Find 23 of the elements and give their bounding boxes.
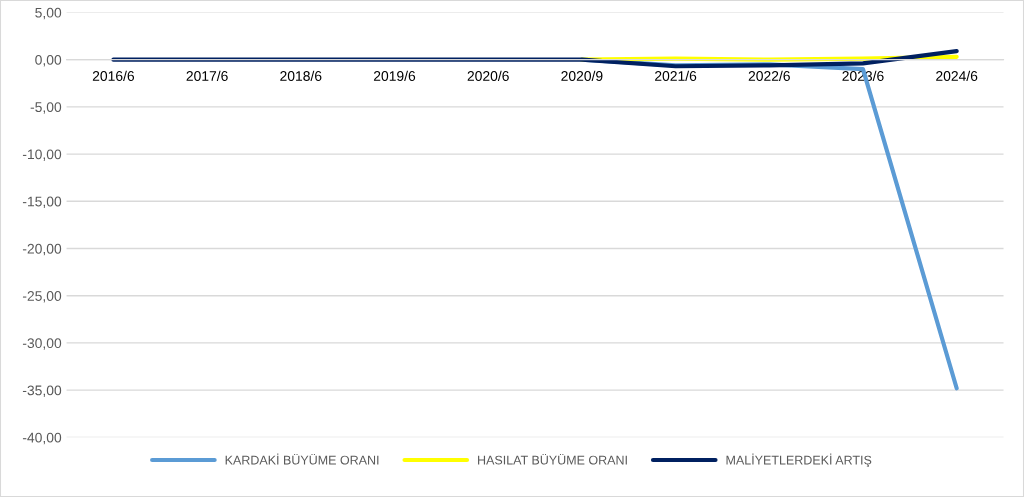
x-tick-label: 2019/6 <box>373 70 416 81</box>
legend-label: HASILAT BÜYÜME ORANI <box>478 453 627 465</box>
y-tick-label: -30,00 <box>22 338 62 350</box>
x-tick-label: 2016/6 <box>92 70 135 81</box>
y-tick-label: -40,00 <box>22 432 62 445</box>
x-tick-label: 2020/6 <box>467 70 509 81</box>
x-tick-label: 2022/6 <box>748 70 790 81</box>
x-tick-label: 2018/6 <box>280 70 322 81</box>
x-tick-label: 2021/6 <box>655 70 697 81</box>
y-tick-label: 0,00 <box>35 54 62 67</box>
line-series <box>111 49 959 69</box>
y-tick-label: 5,00 <box>35 7 62 20</box>
y-tick-label: -25,00 <box>22 291 62 303</box>
x-tick-label: 2017/6 <box>186 70 228 81</box>
legend-label: KARDAKİ BÜYÜME ORANI <box>225 453 379 465</box>
y-tick-label: -10,00 <box>22 149 62 161</box>
y-tick-label: -15,00 <box>22 196 62 209</box>
x-tick-label: 2020/9 <box>561 70 603 81</box>
y-tick-label: -35,00 <box>22 385 62 397</box>
y-tick-label: -5,00 <box>30 102 62 114</box>
y-tick-label: -20,00 <box>22 243 62 256</box>
legend-label: MALİYETLERDEKİ ARTIŞ <box>726 453 872 468</box>
x-tick-label: 2024/6 <box>936 70 978 81</box>
